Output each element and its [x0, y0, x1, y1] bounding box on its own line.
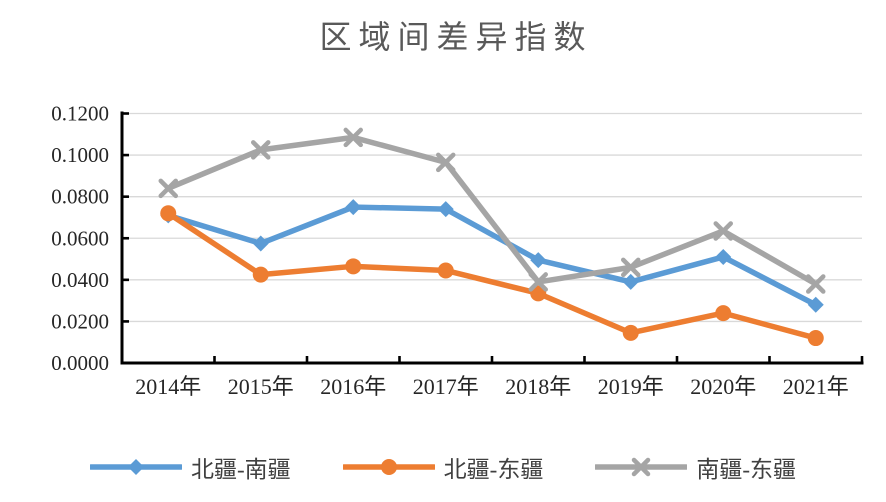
- y-axis-label: 0.1000: [51, 143, 109, 167]
- x-axis-label: 2017年: [413, 374, 479, 399]
- circle-marker-icon: [342, 459, 435, 475]
- x-axis-label: 2016年: [320, 374, 386, 399]
- diamond-marker-icon: [89, 459, 182, 475]
- series-marker-2: [806, 274, 826, 294]
- x-axis-label: 2015年: [228, 374, 294, 399]
- series-marker-2: [251, 140, 271, 160]
- legend-item-0: 北疆-南疆: [89, 450, 291, 484]
- line-chart-plot-area: 0.1200 0.1000 0.0800 0.0600 0.0400 0.0200 0.00…: [51, 102, 864, 399]
- series-marker-0: [622, 273, 639, 290]
- series-marker-2: [343, 127, 363, 148]
- series-marker-0: [345, 199, 362, 216]
- y-axis-label: 0.0200: [51, 309, 109, 333]
- series-marker-1: [530, 285, 547, 302]
- series-marker-1: [160, 205, 177, 222]
- legend-label: 北疆-南疆: [190, 457, 291, 482]
- legend-label: 北疆-东疆: [443, 457, 544, 482]
- series-marker-1: [807, 330, 824, 347]
- series-marker-2: [621, 257, 641, 278]
- series-marker-1: [622, 324, 639, 341]
- series-marker-2: [528, 272, 548, 292]
- y-axis-label: 0.0000: [51, 351, 109, 375]
- series-marker-2: [436, 152, 456, 173]
- series-marker-0: [252, 235, 269, 252]
- series-marker-1: [437, 262, 454, 279]
- x-axis-label: 2021年: [783, 374, 849, 399]
- y-axis-label: 0.0800: [51, 185, 109, 209]
- series-marker-0: [437, 201, 454, 218]
- series-marker-1: [715, 305, 732, 322]
- series-line-1: [165, 210, 819, 341]
- series-marker-2: [713, 221, 733, 241]
- legend-label: 南疆-东疆: [696, 457, 796, 482]
- series-marker-0: [807, 296, 824, 313]
- series-marker-0: [715, 248, 732, 265]
- x-axis-label: 2020年: [690, 374, 756, 399]
- x-axis-label: 2019年: [598, 374, 664, 399]
- series-marker-1: [345, 258, 362, 275]
- x-marker-icon: [595, 457, 688, 477]
- y-axis-label: 0.0600: [51, 226, 109, 250]
- series-line-2: [165, 134, 819, 287]
- x-axis-label: 2018年: [505, 374, 571, 399]
- series-marker-1: [252, 266, 269, 283]
- series-marker-0: [530, 252, 547, 269]
- legend-item-2: 南疆-东疆: [595, 450, 796, 484]
- chart-legend: 北疆-南疆 北疆-东疆 南疆-东疆: [0, 450, 886, 484]
- legend-item-1: 北疆-东疆: [342, 450, 544, 484]
- y-axis-label: 0.1200: [51, 102, 109, 126]
- series-line-0: [165, 204, 819, 308]
- chart-title: 区域间差异指数: [319, 19, 593, 55]
- x-axis-label: 2014年: [135, 374, 201, 399]
- y-axis-label: 0.0400: [51, 268, 109, 292]
- series-marker-2: [158, 178, 178, 199]
